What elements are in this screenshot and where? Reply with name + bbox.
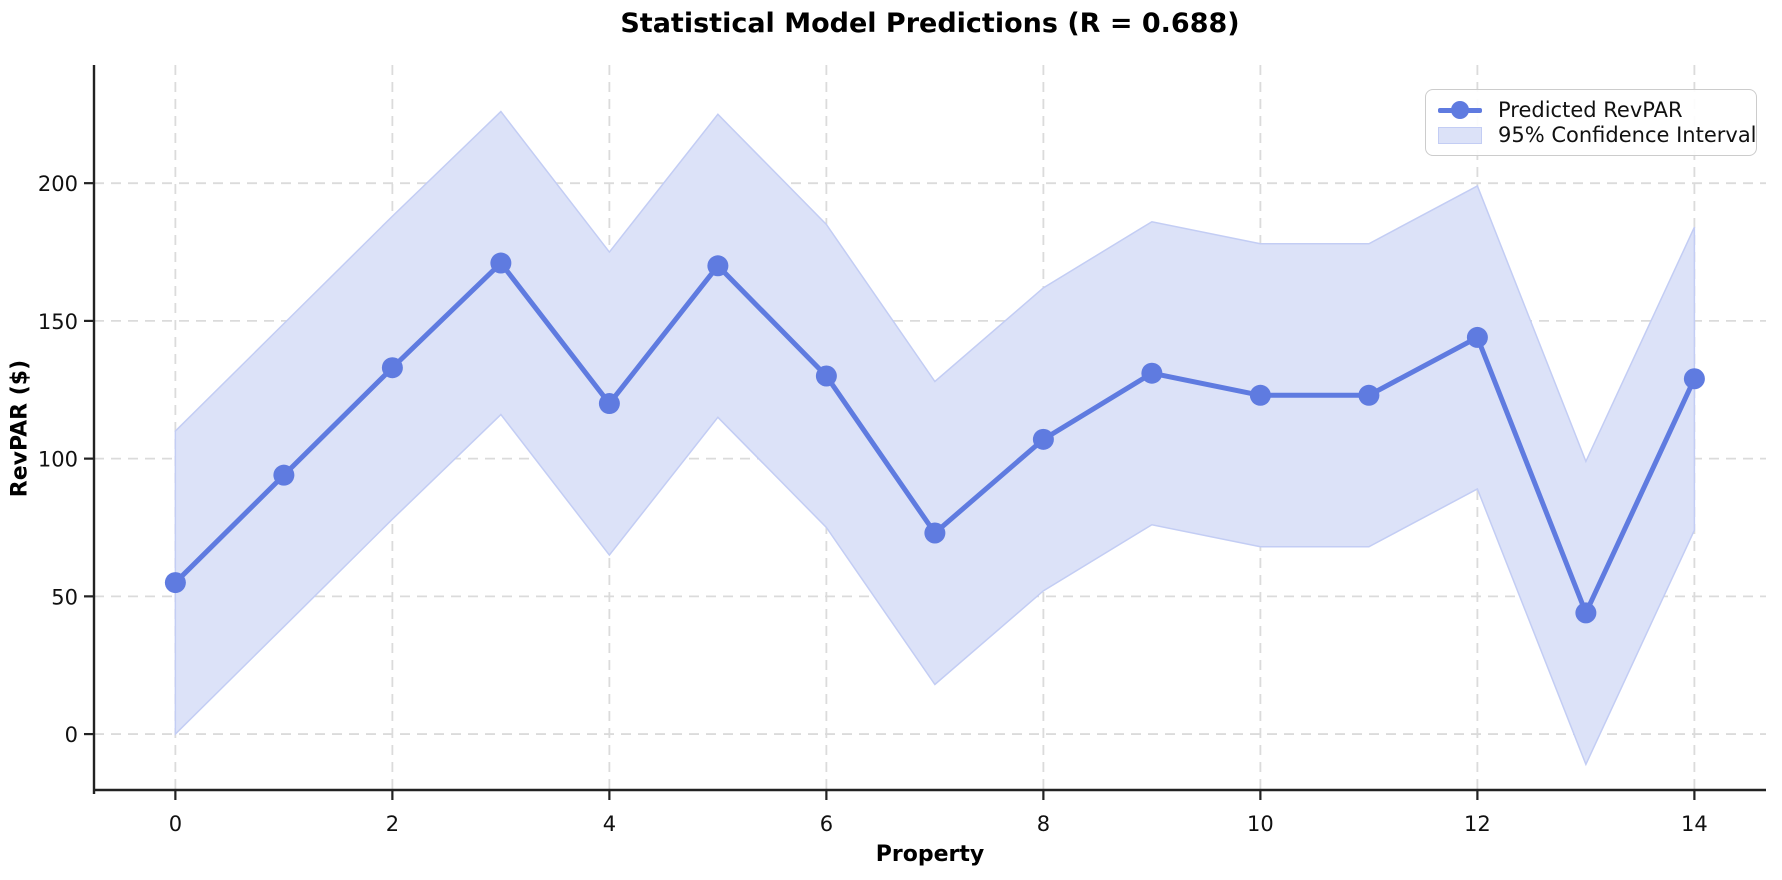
x-tick-label: 2 xyxy=(386,812,399,836)
data-point xyxy=(707,255,729,277)
line-marker-swatch xyxy=(1438,99,1482,121)
legend-label: Predicted RevPAR xyxy=(1498,97,1683,122)
data-point xyxy=(924,522,946,544)
data-point xyxy=(381,357,403,379)
data-point xyxy=(1683,368,1705,390)
data-point xyxy=(1358,384,1380,406)
data-point xyxy=(273,464,295,486)
band-swatch xyxy=(1438,126,1482,144)
legend-item-predicted: Predicted RevPAR xyxy=(1438,97,1746,123)
legend-label: 95% Confidence Interval xyxy=(1498,123,1757,148)
data-point xyxy=(598,393,620,415)
x-axis-label: Property xyxy=(875,842,985,867)
data-point xyxy=(1141,362,1163,384)
x-tick-label: 0 xyxy=(169,812,182,836)
legend-item-confidence: 95% Confidence Interval xyxy=(1438,123,1757,149)
data-point xyxy=(1032,428,1054,450)
data-point xyxy=(164,572,186,594)
data-point xyxy=(490,252,512,274)
y-tick-label: 200 xyxy=(38,172,78,196)
data-point xyxy=(815,365,837,387)
legend: Predicted RevPAR 95% Confidence Interval xyxy=(1425,89,1757,156)
x-tick-label: 12 xyxy=(1464,812,1491,836)
data-point xyxy=(1575,602,1597,624)
x-tick-label: 4 xyxy=(603,812,616,836)
y-tick-label: 150 xyxy=(38,310,78,334)
x-tick-label: 10 xyxy=(1247,812,1274,836)
y-tick-label: 100 xyxy=(38,448,78,472)
y-tick-label: 50 xyxy=(51,585,78,609)
confidence-band xyxy=(174,110,1696,767)
data-point xyxy=(1249,384,1271,406)
x-tick-label: 14 xyxy=(1681,812,1708,836)
y-axis-label: RevPAR ($) xyxy=(7,359,33,498)
x-tick-label: 6 xyxy=(820,812,833,836)
data-point xyxy=(1466,326,1488,348)
y-tick-label: 0 xyxy=(65,723,78,747)
x-tick-label: 8 xyxy=(1037,812,1050,836)
chart-title: Statistical Model Predictions (R = 0.688… xyxy=(620,8,1240,39)
